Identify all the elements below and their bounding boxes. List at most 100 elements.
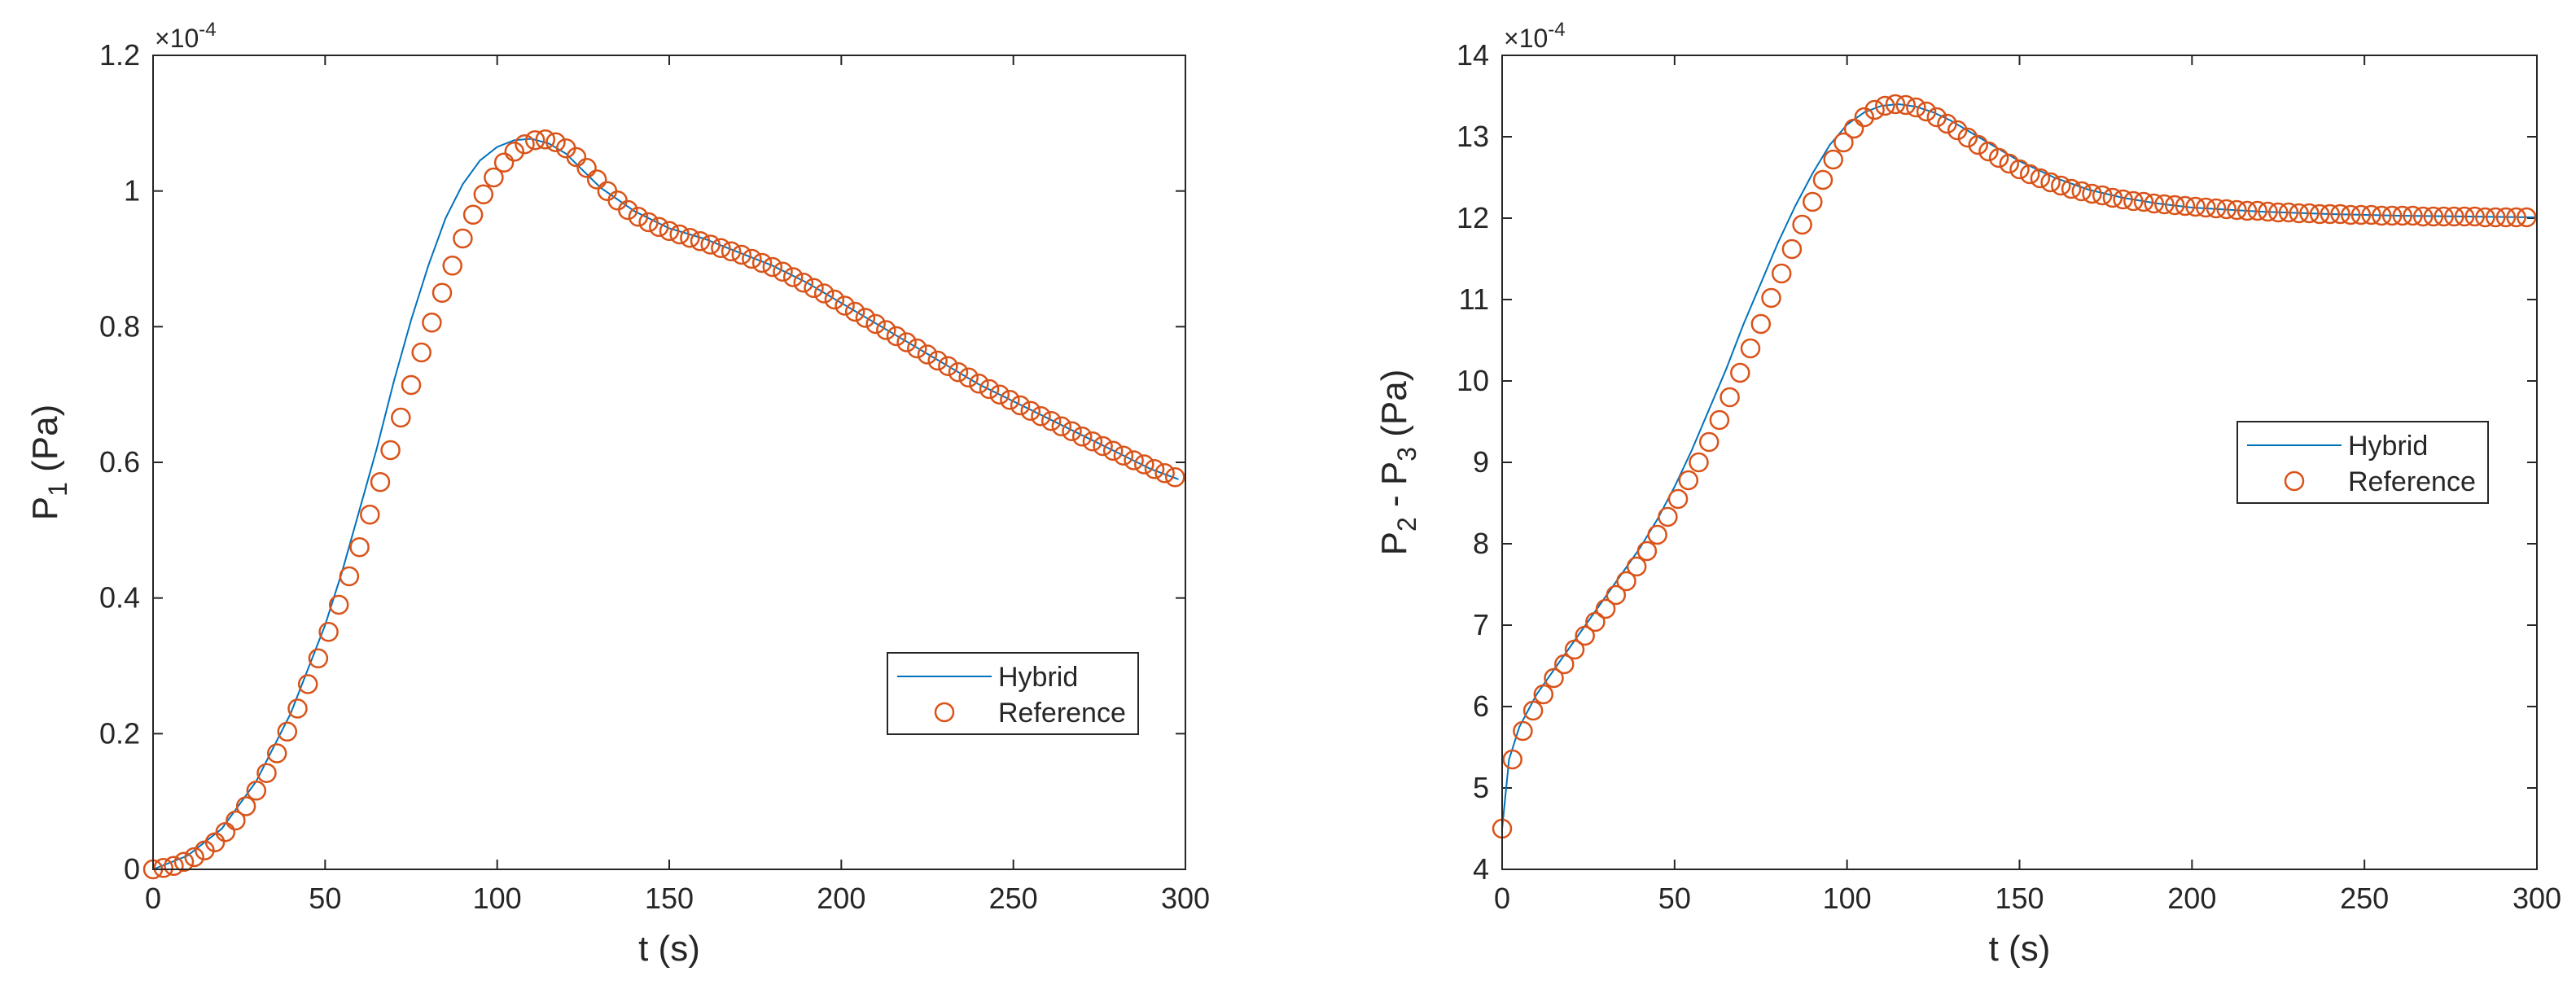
reference-point — [2227, 199, 2247, 221]
reference-point — [462, 204, 484, 225]
reference-point — [360, 504, 380, 525]
reference-point — [896, 332, 917, 352]
reference-point — [277, 721, 298, 742]
ylabel-sub2: 3 — [1392, 447, 1422, 462]
reference-point — [979, 379, 1000, 400]
reference-point — [1616, 571, 1636, 592]
legend-box — [887, 652, 1139, 735]
reference-point — [204, 832, 226, 852]
legend-reference-label: Reference — [998, 698, 1126, 729]
reference-point — [2154, 194, 2175, 215]
reference-series — [1492, 94, 2537, 839]
reference-point — [2040, 172, 2061, 193]
x-tick-label: 50 — [1658, 882, 1691, 915]
reference-point — [235, 796, 256, 816]
reference-point — [2444, 206, 2464, 227]
y-tick-label: 12 — [1457, 201, 1489, 234]
x-axis-label: t (s) — [1989, 929, 2051, 969]
reference-point — [2113, 189, 2133, 210]
y-tick-label: 7 — [1473, 608, 1489, 641]
legend-reference-swatch — [2284, 470, 2305, 492]
reference-point — [349, 536, 370, 558]
reference-point — [731, 244, 752, 265]
y-tick-label: 5 — [1473, 771, 1489, 804]
reference-point — [649, 217, 669, 238]
legend-reference-label: Reference — [2348, 466, 2476, 497]
reference-point — [504, 142, 525, 162]
reference-point — [2392, 205, 2413, 226]
reference-point — [2082, 183, 2102, 204]
y-tick-label: 0.2 — [99, 716, 140, 750]
reference-point — [2216, 199, 2236, 220]
reference-point — [328, 594, 349, 615]
reference-point — [2381, 205, 2403, 226]
reference-point — [432, 282, 453, 303]
reference-point — [989, 384, 1010, 405]
reference-point — [566, 147, 587, 168]
reference-point — [2102, 187, 2123, 208]
reference-point — [493, 152, 515, 173]
reference-point — [2454, 206, 2475, 227]
reference-point — [318, 622, 339, 642]
reference-point — [2206, 198, 2227, 219]
reference-point — [948, 361, 969, 383]
reference-point — [1544, 667, 1564, 689]
reference-point — [1864, 99, 1885, 120]
reference-point — [1051, 416, 1072, 437]
legend-hybrid-label: Hybrid — [998, 662, 1078, 693]
reference-point — [1667, 488, 1689, 510]
x-axis-label: t (s) — [638, 929, 700, 969]
reference-point — [700, 234, 721, 255]
reference-point — [751, 252, 773, 274]
reference-point — [2051, 175, 2071, 196]
reference-point — [2236, 200, 2258, 221]
x-tick-label: 0 — [1494, 882, 1510, 915]
exponent-prefix: ×10 — [155, 24, 199, 53]
reference-point — [1626, 556, 1647, 577]
reference-point — [844, 301, 865, 322]
y-exponent: ×10-4 — [155, 19, 217, 53]
reference-point — [173, 851, 195, 873]
reference-point — [618, 199, 638, 221]
reference-point — [1071, 427, 1093, 447]
reference-point — [453, 228, 473, 249]
x-tick-label: 100 — [473, 882, 522, 915]
reference-point — [2164, 195, 2185, 216]
x-tick-label: 0 — [145, 882, 161, 915]
y-tick-label: 10 — [1457, 364, 1489, 397]
reference-point — [256, 763, 277, 783]
hybrid-line — [152, 138, 1179, 870]
reference-point — [297, 674, 318, 694]
reference-point — [628, 207, 649, 227]
reference-point — [2475, 207, 2495, 228]
reference-point — [907, 338, 927, 359]
legend: Hybrid Reference — [887, 652, 1139, 735]
reference-point — [1781, 238, 1803, 260]
reference-point — [865, 313, 886, 335]
reference-point — [2299, 203, 2320, 224]
x-tick-label: 200 — [817, 882, 865, 915]
reference-point — [2061, 178, 2082, 199]
reference-point — [1709, 409, 1730, 431]
reference-point — [1564, 639, 1585, 660]
reference-point — [2350, 204, 2372, 225]
reference-point — [2133, 191, 2154, 212]
x-tick-label: 300 — [1161, 882, 1210, 915]
reference-point — [927, 350, 948, 371]
reference-point — [742, 248, 762, 269]
reference-point — [2495, 207, 2517, 228]
reference-point — [391, 407, 411, 428]
reference-point — [308, 648, 329, 669]
y-tick-labels: 0 0.2 0.4 0.6 0.8 1 1.2 — [99, 38, 140, 886]
reference-point — [1031, 406, 1051, 427]
reference-point — [1750, 313, 1772, 335]
reference-point — [1812, 169, 1833, 190]
legend: Hybrid Reference — [2236, 421, 2489, 504]
reference-point — [1740, 338, 1761, 359]
legend-box — [2236, 421, 2489, 504]
reference-series — [142, 129, 1185, 880]
reference-point — [1689, 452, 1709, 473]
reference-point — [370, 471, 391, 492]
reference-point — [2340, 204, 2361, 225]
